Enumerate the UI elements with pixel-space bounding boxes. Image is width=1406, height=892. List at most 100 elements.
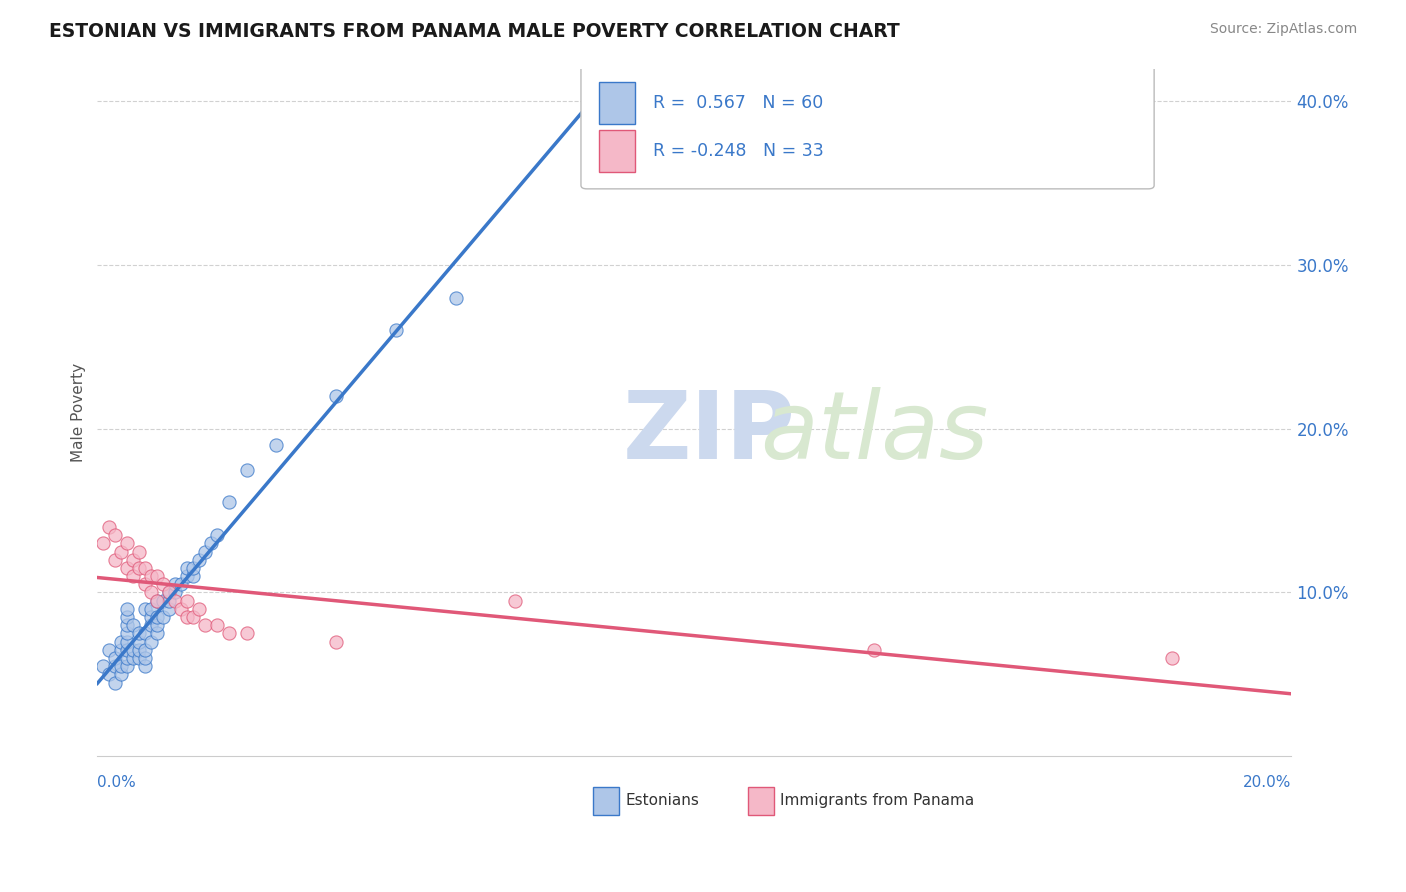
Y-axis label: Male Poverty: Male Poverty	[72, 363, 86, 462]
Text: ESTONIAN VS IMMIGRANTS FROM PANAMA MALE POVERTY CORRELATION CHART: ESTONIAN VS IMMIGRANTS FROM PANAMA MALE …	[49, 22, 900, 41]
Point	[128, 634, 150, 648]
Point	[218, 495, 240, 509]
Point	[134, 577, 156, 591]
Point	[157, 585, 180, 599]
Point	[146, 610, 169, 624]
Point	[115, 659, 138, 673]
Text: ZIP: ZIP	[623, 387, 796, 479]
Point	[91, 659, 114, 673]
Point	[115, 610, 138, 624]
Point	[134, 626, 156, 640]
Point	[170, 577, 193, 591]
Point	[104, 675, 127, 690]
Point	[194, 618, 217, 632]
Point	[176, 610, 198, 624]
Point	[98, 520, 121, 534]
Point	[181, 561, 204, 575]
Point	[152, 593, 174, 607]
Text: R = -0.248   N = 33: R = -0.248 N = 33	[652, 142, 824, 160]
Point	[176, 561, 198, 575]
Point	[122, 651, 145, 665]
Point	[146, 626, 169, 640]
Point	[187, 602, 209, 616]
Point	[187, 552, 209, 566]
Point	[115, 634, 138, 648]
Text: Estonians: Estonians	[626, 793, 699, 808]
Point	[128, 642, 150, 657]
Point	[266, 438, 288, 452]
Bar	[593, 787, 619, 814]
Point	[200, 536, 222, 550]
Point	[128, 651, 150, 665]
Text: R =  0.567   N = 60: R = 0.567 N = 60	[652, 94, 823, 112]
Point	[110, 667, 132, 681]
Point	[146, 593, 169, 607]
Point	[115, 561, 138, 575]
Point	[110, 544, 132, 558]
Point	[115, 626, 138, 640]
Point	[146, 593, 169, 607]
Point	[163, 585, 186, 599]
Point	[235, 626, 257, 640]
Point	[503, 593, 526, 607]
Point	[115, 602, 138, 616]
Point	[128, 561, 150, 575]
Point	[115, 642, 138, 657]
Point	[157, 602, 180, 616]
Point	[1161, 651, 1184, 665]
Point	[157, 593, 180, 607]
Point	[205, 618, 228, 632]
Point	[104, 528, 127, 542]
Bar	[599, 82, 634, 123]
Point	[115, 618, 138, 632]
Point	[134, 651, 156, 665]
Point	[385, 323, 408, 337]
Point	[91, 536, 114, 550]
Point	[325, 389, 347, 403]
Point	[181, 610, 204, 624]
Point	[134, 642, 156, 657]
Point	[152, 577, 174, 591]
Text: 20.0%: 20.0%	[1243, 775, 1292, 790]
Point	[98, 667, 121, 681]
Point	[134, 659, 156, 673]
Point	[110, 659, 132, 673]
Text: 0.0%: 0.0%	[97, 775, 136, 790]
Point	[128, 544, 150, 558]
Point	[110, 642, 132, 657]
Text: Immigrants from Panama: Immigrants from Panama	[780, 793, 974, 808]
Point	[862, 642, 884, 657]
Point	[194, 544, 217, 558]
Point	[444, 291, 467, 305]
Point	[122, 552, 145, 566]
Point	[104, 651, 127, 665]
Point	[152, 610, 174, 624]
Point	[104, 659, 127, 673]
Point	[134, 602, 156, 616]
Text: atlas: atlas	[761, 387, 988, 478]
Point	[122, 618, 145, 632]
Point	[139, 569, 162, 583]
Point	[122, 569, 145, 583]
Point	[218, 626, 240, 640]
Point	[157, 585, 180, 599]
Point	[110, 634, 132, 648]
Point	[325, 634, 347, 648]
Text: Source: ZipAtlas.com: Source: ZipAtlas.com	[1209, 22, 1357, 37]
Point	[170, 602, 193, 616]
Point	[205, 528, 228, 542]
Point	[139, 634, 162, 648]
Point	[98, 642, 121, 657]
Point	[163, 593, 186, 607]
Point	[146, 618, 169, 632]
Point	[134, 561, 156, 575]
Point	[139, 610, 162, 624]
Point	[115, 651, 138, 665]
Point	[146, 569, 169, 583]
Point	[128, 626, 150, 640]
Point	[235, 463, 257, 477]
Point	[176, 593, 198, 607]
Point	[163, 577, 186, 591]
Point	[115, 536, 138, 550]
Point	[181, 569, 204, 583]
